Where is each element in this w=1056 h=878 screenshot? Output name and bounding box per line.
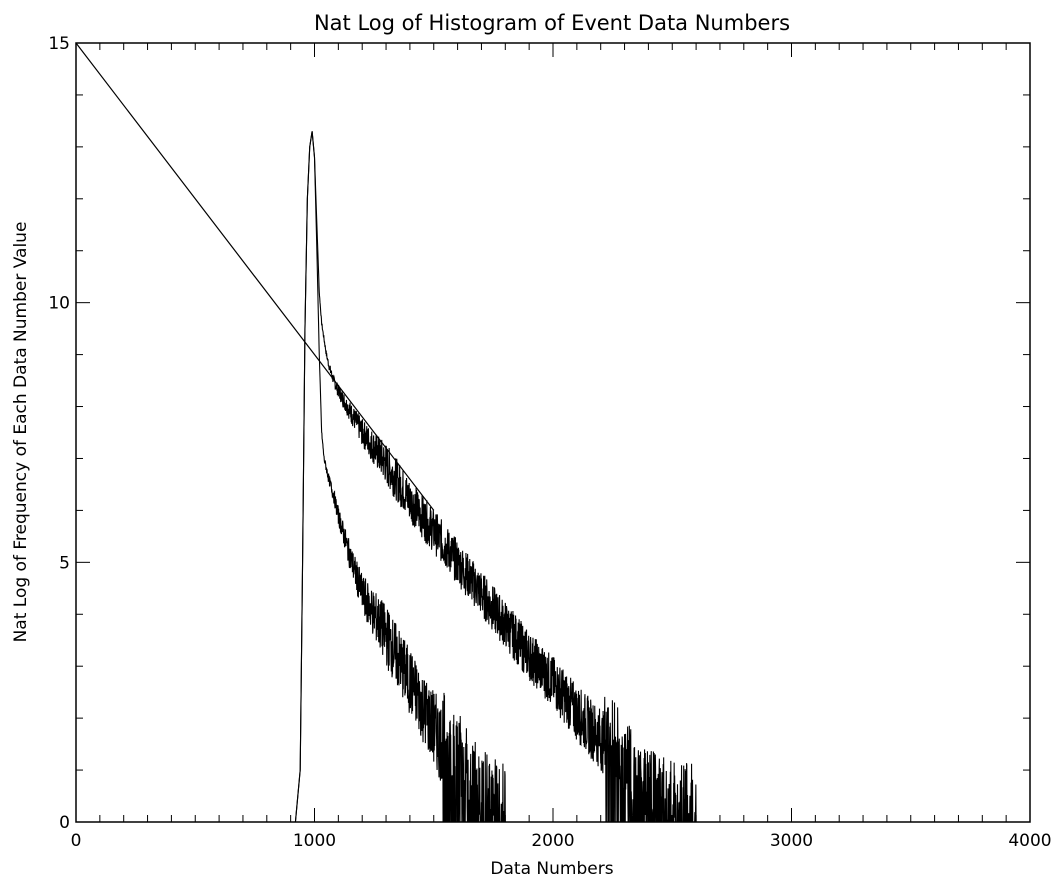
x-tick-label: 1000 xyxy=(293,831,336,851)
series-line-1 xyxy=(290,131,697,823)
x-tick-label: 2000 xyxy=(531,831,574,851)
y-axis-label: Nat Log of Frequency of Each Data Number… xyxy=(11,222,31,643)
chart-title: Nat Log of Histogram of Event Data Numbe… xyxy=(314,11,790,35)
y-tick-label: 15 xyxy=(48,34,70,54)
tick-labels: 0 1000 2000 3000 4000 0 5 10 15 xyxy=(48,34,1051,851)
series-line-3 xyxy=(75,42,435,511)
x-tick-label: 4000 xyxy=(1008,831,1051,851)
y-tick-label: 0 xyxy=(59,813,70,833)
x-tick-label: 0 xyxy=(71,831,82,851)
y-tick-label: 10 xyxy=(48,294,70,314)
x-axis-label: Data Numbers xyxy=(490,859,613,878)
y-tick-label: 5 xyxy=(59,553,70,573)
plot-area-frame xyxy=(75,42,1031,823)
x-tick-label: 3000 xyxy=(770,831,813,851)
